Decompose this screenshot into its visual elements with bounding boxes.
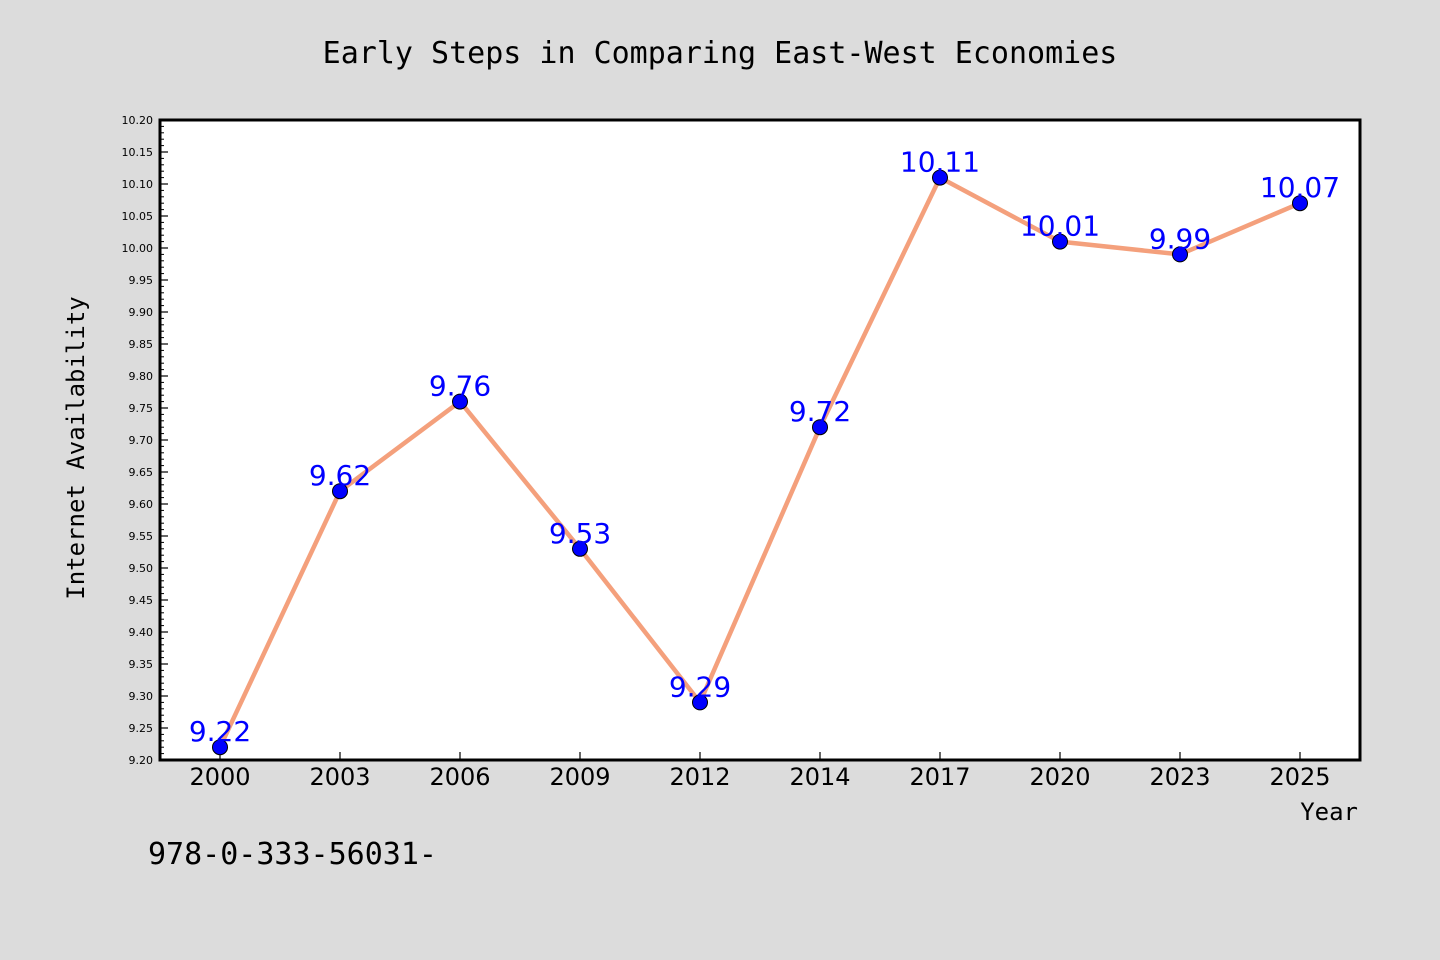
y-tick-label: 10.10 xyxy=(122,178,154,191)
data-label: 10.07 xyxy=(1260,171,1340,204)
data-label: 10.11 xyxy=(900,146,980,179)
data-point xyxy=(932,169,948,186)
data-label: 10.01 xyxy=(1020,210,1100,243)
data-point xyxy=(572,540,588,557)
data-label: 9.62 xyxy=(309,459,371,492)
data-label: 9.53 xyxy=(549,517,611,550)
x-axis-label: Year xyxy=(1300,798,1358,826)
y-axis-label: Internet Availability xyxy=(62,296,90,599)
data-label: 9.29 xyxy=(669,670,731,703)
chart-title: Early Steps in Comparing East-West Econo… xyxy=(323,36,1118,71)
y-tick-label: 9.25 xyxy=(129,722,154,735)
y-tick-label: 9.80 xyxy=(129,370,154,383)
y-tick-label: 9.50 xyxy=(129,562,154,575)
y-axis: 9.20 9.25 9.30 9.35 9.40 9.45 9.50 9.55 9.60 9.65… xyxy=(122,114,168,767)
data-point xyxy=(452,393,468,410)
x-tick-label: 2023 xyxy=(1149,763,1210,791)
data-label: 9.72 xyxy=(789,395,851,428)
y-tick-label: 10.20 xyxy=(122,114,154,127)
x-tick-label: 2000 xyxy=(189,763,250,791)
y-tick-label: 10.15 xyxy=(122,146,154,159)
data-point xyxy=(212,739,228,756)
x-tick-label: 2003 xyxy=(309,763,370,791)
y-tick-label: 9.75 xyxy=(129,402,154,415)
x-axis: 2000 2003 2006 2009 2012 2014 2017 2020 2023 2025 xyxy=(189,752,1331,791)
data-point xyxy=(332,483,348,500)
series-line xyxy=(217,175,1303,750)
y-tick-label: 9.65 xyxy=(129,466,154,479)
data-series: 9.22 9.62 9.76 9.53 9.29 9.72 10.11 10.01 9.99 10… xyxy=(189,146,1340,756)
y-tick-label: 9.55 xyxy=(129,530,154,543)
data-label: 9.22 xyxy=(189,715,251,748)
y-tick-label: 9.90 xyxy=(129,306,154,319)
y-tick-label: 9.70 xyxy=(129,434,154,447)
data-point xyxy=(1292,195,1308,212)
plot-area xyxy=(160,120,1360,760)
y-tick-label: 9.20 xyxy=(129,754,154,767)
y-tick-label: 9.85 xyxy=(129,338,154,351)
footer-code: 978-0-333-56031- xyxy=(148,837,437,872)
x-tick-label: 2017 xyxy=(909,763,970,791)
x-tick-label: 2014 xyxy=(789,763,850,791)
y-tick-label: 10.00 xyxy=(122,242,154,255)
data-point xyxy=(1172,246,1188,263)
y-tick-label: 9.35 xyxy=(129,658,154,671)
y-tick-label: 9.30 xyxy=(129,690,154,703)
data-label: 9.99 xyxy=(1149,222,1211,255)
plot-frame xyxy=(158,118,1362,762)
y-tick-label: 10.05 xyxy=(122,210,154,223)
data-point xyxy=(812,419,828,436)
data-label: 9.76 xyxy=(429,370,491,403)
y-tick-label: 9.95 xyxy=(129,274,154,287)
y-tick-label: 9.40 xyxy=(129,626,154,639)
x-tick-label: 2009 xyxy=(549,763,610,791)
y-tick-label: 9.60 xyxy=(129,498,154,511)
x-tick-label: 2020 xyxy=(1029,763,1090,791)
x-tick-label: 2025 xyxy=(1269,763,1330,791)
x-tick-label: 2006 xyxy=(429,763,490,791)
x-tick-label: 2012 xyxy=(669,763,730,791)
y-tick-label: 9.45 xyxy=(129,594,154,607)
data-point xyxy=(692,694,708,711)
data-point xyxy=(1052,233,1068,250)
